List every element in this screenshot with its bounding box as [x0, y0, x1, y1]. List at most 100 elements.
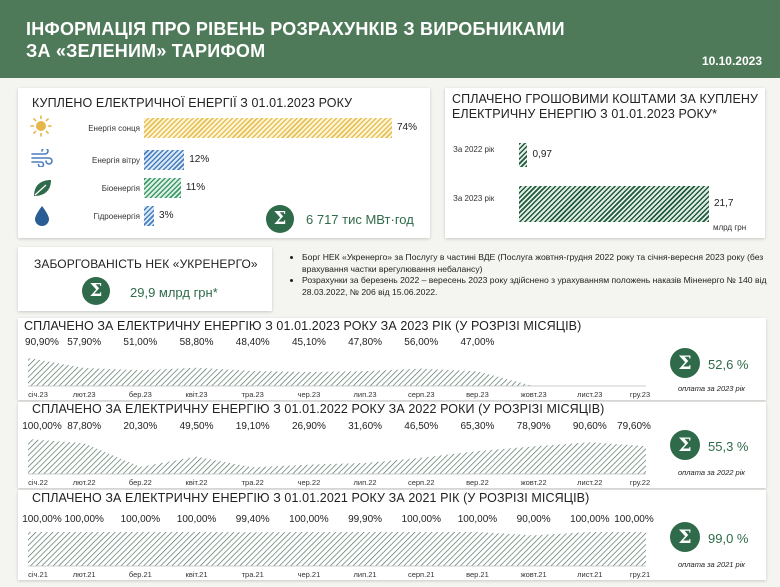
month-tick-label: серп.21: [408, 570, 435, 579]
month-tick-label: лип.21: [354, 570, 377, 579]
value-label: 78,90%: [517, 421, 551, 432]
month-tick-label: серп.22: [408, 478, 435, 487]
purchased-bar: [144, 206, 155, 226]
leaf-icon: [34, 180, 51, 196]
month-tick-label: вер.22: [466, 478, 489, 487]
value-label: 90,90%: [25, 337, 59, 348]
value-label: 47,80%: [348, 337, 382, 348]
header-banner: ІНФОРМАЦІЯ ПРО РІВЕНЬ РОЗРАХУНКІВ З ВИРО…: [0, 0, 780, 78]
value-label: 99,90%: [348, 514, 382, 525]
purchased-item-label: Біоенергія: [101, 184, 140, 193]
month-tick-label: жовт.21: [521, 570, 547, 579]
value-label: 58,80%: [180, 337, 214, 348]
month-tick-label: жовт.22: [521, 478, 547, 487]
purchased-value-label: 11%: [185, 182, 206, 193]
month-tick-label: січ.22: [28, 478, 48, 487]
month-tick-label: гру.21: [630, 570, 650, 579]
area-series: [28, 532, 646, 566]
chart-2023-title: СПЛАЧЕНО ЗА ЕЛЕКТРИЧНУ ЕНЕРГІЮ З 01.01.2…: [24, 319, 582, 333]
value-label: 100,00%: [177, 514, 217, 525]
month-tick-label: лют.23: [73, 390, 96, 399]
area-series: [28, 357, 534, 386]
value-label: 100,00%: [22, 421, 62, 432]
month-tick-label: серп.23: [408, 390, 435, 399]
month-tick-label: квіт.23: [186, 390, 208, 399]
purchased-bar: [144, 150, 185, 170]
debt-title: ЗАБОРГОВАНІСТЬ НЕК «УКРЕНЕРГО»: [34, 257, 258, 271]
chart-2023-summary: 52,6 %: [708, 357, 749, 372]
month-tick-label: чер.22: [298, 478, 321, 487]
value-label: 65,30%: [460, 421, 494, 432]
month-tick-label: січ.21: [28, 570, 48, 579]
month-tick-label: лют.21: [73, 570, 96, 579]
purchased-bar: [144, 178, 181, 198]
sigma-icon: Σ: [670, 522, 700, 552]
chart-2021-svg: 100,00% січ.21 100,00% лют.21 100,00% бер.21 1…: [22, 514, 654, 579]
paid-cash-bar: [519, 186, 709, 222]
chart-2023-svg: 90,90% січ.23 57,90% лют.23 51,00% бер.23 58,8…: [25, 337, 650, 399]
value-label: 100,00%: [64, 514, 104, 525]
value-label: 57,90%: [67, 337, 101, 348]
water-drop-icon: [35, 206, 49, 226]
month-tick-label: тра.22: [242, 478, 264, 487]
paid-cash-title-line2: ЕЛЕКТРИЧНУ ЕНЕРГІЮ З 01.01.2023 РОКУ*: [452, 107, 718, 121]
value-label: 100,00%: [121, 514, 161, 525]
footnote-item: Розрахунки за березень 2022 – вересень 2…: [302, 275, 770, 298]
monthly-chart-2023-card: СПЛАЧЕНО ЗА ЕЛЕКТРИЧНУ ЕНЕРГІЮ З 01.01.2…: [18, 318, 766, 400]
monthly-chart-2021-card: СПЛАЧЕНО ЗА ЕЛЕКТРИЧНУ ЕНЕРГІЮ З 01.01.2…: [18, 490, 766, 580]
footnote-item: Борг НЕК «Укренерго» за Послугу в частин…: [302, 252, 770, 275]
value-label: 31,60%: [348, 421, 382, 432]
month-tick-label: лип.23: [354, 390, 377, 399]
page-title: ІНФОРМАЦІЯ ПРО РІВЕНЬ РОЗРАХУНКІВ З ВИРО…: [26, 18, 646, 62]
value-label: 47,00%: [460, 337, 494, 348]
paid-cash-item-label: За 2022 рік: [453, 145, 495, 154]
paid-cash-title: СПЛАЧЕНО ГРОШОВИМИ КОШТАМИ ЗА КУПЛЕНУ ЕЛ…: [452, 92, 758, 122]
report-date: 10.10.2023: [701, 54, 762, 68]
month-tick-label: лист.23: [577, 390, 602, 399]
chart-2022-summary-note: оплата за 2022 рік: [678, 468, 745, 477]
purchased-value-label: 12%: [189, 154, 210, 165]
purchased-value-label: 3%: [159, 210, 174, 221]
purchased-title: КУПЛЕНО ЕЛЕКТРИЧНОЇ ЕНЕРГІЇ З 01.01.2023…: [32, 96, 353, 110]
month-tick-label: січ.23: [28, 390, 48, 399]
month-tick-label: вер.23: [466, 390, 489, 399]
month-tick-label: лип.22: [354, 478, 377, 487]
value-label: 19,10%: [236, 421, 270, 432]
purchased-item-label: Енергія вітру: [92, 156, 140, 165]
month-tick-label: тра.21: [242, 570, 264, 579]
purchased-item-label: Енергія сонця: [88, 124, 140, 133]
month-tick-label: тра.23: [242, 390, 264, 399]
paid-cash-title-line1: СПЛАЧЕНО ГРОШОВИМИ КОШТАМИ ЗА КУПЛЕНУ: [452, 92, 759, 106]
paid-cash-bar: [519, 143, 528, 167]
month-tick-label: чер.21: [298, 570, 321, 579]
month-tick-label: лист.22: [577, 478, 602, 487]
month-tick-label: бер.23: [129, 390, 152, 399]
paid-cash-unit: млрд грн: [713, 223, 747, 232]
month-tick-label: лют.22: [73, 478, 96, 487]
value-label: 100,00%: [22, 514, 62, 525]
paid-cash-value-label: 0,97: [532, 149, 552, 160]
value-label: 49,50%: [180, 421, 214, 432]
month-tick-label: бер.21: [129, 570, 152, 579]
month-tick-label: квіт.22: [186, 478, 208, 487]
paid-cash-card: СПЛАЧЕНО ГРОШОВИМИ КОШТАМИ ЗА КУПЛЕНУ ЕЛ…: [445, 88, 765, 238]
chart-2023-summary-note: оплата за 2023 рік: [678, 384, 745, 393]
value-label: 51,00%: [123, 337, 157, 348]
page-title-line1: ІНФОРМАЦІЯ ПРО РІВЕНЬ РОЗРАХУНКІВ З ВИРО…: [26, 19, 565, 39]
month-tick-label: гру.22: [630, 478, 650, 487]
wind-icon: [31, 149, 53, 167]
footnotes: Борг НЕК «Укренерго» за Послугу в частин…: [290, 252, 770, 298]
value-label: 20,30%: [123, 421, 157, 432]
month-tick-label: гру.23: [630, 390, 650, 399]
value-label: 46,50%: [404, 421, 438, 432]
purchased-value-label: 74%: [397, 122, 418, 133]
debt-card: ЗАБОРГОВАНІСТЬ НЕК «УКРЕНЕРГО» Σ 29,9 мл…: [18, 247, 272, 311]
month-tick-label: вер.21: [466, 570, 489, 579]
month-tick-label: квіт.21: [186, 570, 208, 579]
value-label: 79,60%: [617, 421, 651, 432]
paid-cash-item-label: За 2023 рік: [453, 194, 495, 203]
month-tick-label: жовт.23: [521, 390, 547, 399]
sun-icon: [30, 115, 52, 137]
chart-2021-title: СПЛАЧЕНО ЗА ЕЛЕКТРИЧНУ ЕНЕРГІЮ З 01.01.2…: [32, 491, 590, 505]
chart-2022-title: СПЛАЧЕНО ЗА ЕЛЕКТРИЧНУ ЕНЕРГІЮ З 01.01.2…: [32, 402, 605, 416]
